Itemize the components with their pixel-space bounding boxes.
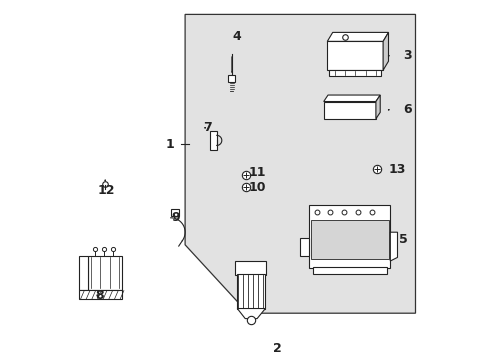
FancyBboxPatch shape — [328, 70, 381, 76]
FancyBboxPatch shape — [170, 209, 178, 216]
Polygon shape — [389, 232, 397, 261]
Text: 13: 13 — [387, 163, 405, 176]
Text: 4: 4 — [232, 30, 241, 42]
FancyBboxPatch shape — [210, 131, 216, 150]
Polygon shape — [79, 256, 88, 290]
Text: 12: 12 — [97, 184, 114, 197]
Polygon shape — [375, 95, 380, 119]
Text: 1: 1 — [165, 138, 174, 150]
FancyBboxPatch shape — [323, 102, 375, 119]
Polygon shape — [382, 32, 387, 70]
FancyBboxPatch shape — [310, 220, 387, 259]
Polygon shape — [79, 290, 122, 299]
Polygon shape — [323, 95, 380, 102]
Polygon shape — [300, 238, 309, 256]
FancyBboxPatch shape — [326, 41, 382, 70]
Polygon shape — [237, 309, 265, 319]
Polygon shape — [185, 14, 415, 313]
Text: 2: 2 — [272, 342, 281, 355]
FancyBboxPatch shape — [309, 205, 389, 268]
Polygon shape — [326, 32, 387, 41]
FancyBboxPatch shape — [235, 261, 265, 275]
Text: 9: 9 — [171, 211, 180, 224]
FancyBboxPatch shape — [88, 256, 122, 290]
FancyBboxPatch shape — [237, 274, 265, 309]
FancyBboxPatch shape — [228, 75, 235, 82]
Text: 10: 10 — [247, 181, 265, 194]
Text: 3: 3 — [402, 49, 411, 62]
Text: 8: 8 — [95, 289, 103, 302]
FancyBboxPatch shape — [312, 267, 386, 274]
Text: 7: 7 — [203, 121, 211, 134]
Text: 5: 5 — [399, 233, 407, 246]
Text: 6: 6 — [402, 103, 411, 116]
Text: 11: 11 — [247, 166, 265, 179]
